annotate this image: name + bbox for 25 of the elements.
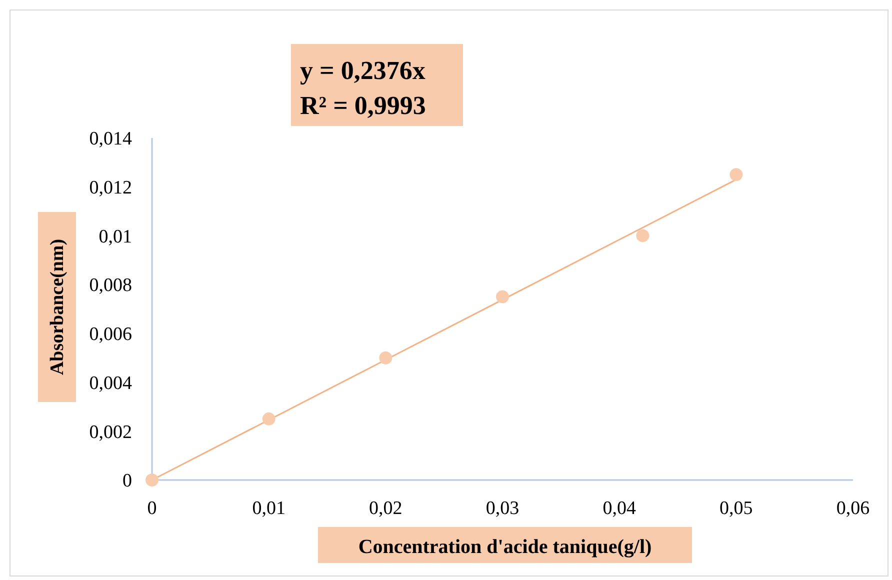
x-tick-label: 0,05 — [720, 498, 753, 519]
point — [496, 290, 509, 304]
x-tick-label: 0,03 — [486, 498, 520, 519]
point — [146, 474, 158, 486]
y-tick-label: 0,006 — [89, 324, 132, 346]
point — [636, 229, 650, 242]
y-tick-label: 0,008 — [89, 275, 132, 296]
text: y = 0,2376x — [300, 56, 426, 85]
text: R² = 0,9993 — [300, 91, 426, 120]
point — [379, 351, 392, 364]
x-tick-label: 0 — [147, 498, 157, 519]
y-tick-label: 0,01 — [98, 226, 132, 248]
x-tick-label: 0,06 — [836, 498, 870, 519]
x-tick-label: 0,04 — [602, 498, 636, 519]
point — [730, 168, 743, 182]
y-tick-label: 0,012 — [89, 178, 132, 199]
y-axis-title: Absorbance(nm) — [47, 238, 68, 376]
y-tick-label: 0,002 — [89, 422, 132, 443]
x-axis-title: Concentration d'acide tanique(g/l) — [358, 536, 652, 558]
y-tick-label: 0,014 — [89, 128, 132, 150]
y-tick-label: 0 — [122, 470, 132, 492]
y-tick-label: 0,004 — [89, 372, 132, 394]
x-tick-label: 0,01 — [252, 498, 286, 519]
point — [262, 412, 276, 426]
x-tick-label: 0,02 — [369, 498, 402, 519]
